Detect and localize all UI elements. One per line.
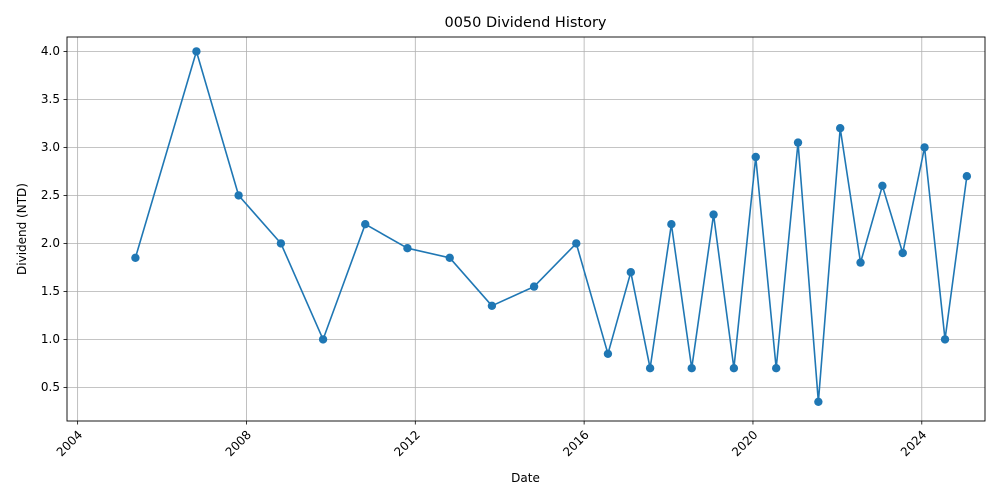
series-layer [131,47,972,406]
data-point [645,364,655,373]
data-point [771,364,781,373]
data-point [940,335,950,344]
data-point [920,143,929,152]
x-tick-label: 2024 [898,428,929,459]
y-tick-label: 4.0 [41,44,60,58]
data-point [836,124,845,133]
x-tick-label: 2020 [729,428,760,459]
y-tick-label: 2.0 [41,236,60,250]
data-point [878,181,887,190]
data-point [361,220,370,229]
data-point [318,335,328,344]
x-tick-label: 2016 [560,428,591,459]
x-tick-label: 2008 [223,428,254,459]
y-tick-label: 3.0 [41,140,60,154]
data-point [729,364,739,373]
data-point [898,248,907,258]
y-tick-label: 1.0 [41,332,60,346]
grid-lines [67,37,985,421]
x-axis: 2004 2008 2012 2016 2020 2024 [54,421,929,459]
data-point [626,268,636,277]
data-point [487,301,497,310]
data-point [603,349,613,358]
y-axis: 0.5 1.0 1.5 2.0 2.5 3.0 3.5 4.0 [41,44,67,394]
series-line [134,50,968,403]
plot-frame [66,36,986,422]
x-axis-title: Date [511,471,540,485]
y-tick-label: 2.5 [41,188,60,202]
data-point [192,47,201,56]
y-tick-label: 3.5 [41,92,60,106]
data-point [667,220,676,229]
data-point [793,138,803,147]
chart-title: 0050 Dividend History [444,15,606,31]
x-tick-label: 2004 [54,428,85,459]
data-point [687,364,696,373]
plot-border [66,36,986,422]
data-point [529,282,539,291]
data-point [751,152,760,162]
data-point [856,258,865,267]
data-point [572,239,581,248]
data-point [709,210,718,219]
data-point [445,253,454,262]
y-tick-label: 1.5 [41,284,60,298]
data-point [276,239,286,248]
data-point [814,397,823,406]
y-axis-title: Dividend (NTD) [15,183,29,275]
y-tick-label: 0.5 [41,380,60,394]
data-point [403,244,412,253]
data-point [234,191,243,200]
x-tick-label: 2012 [391,428,422,459]
data-point [962,172,972,181]
data-point [131,253,140,262]
